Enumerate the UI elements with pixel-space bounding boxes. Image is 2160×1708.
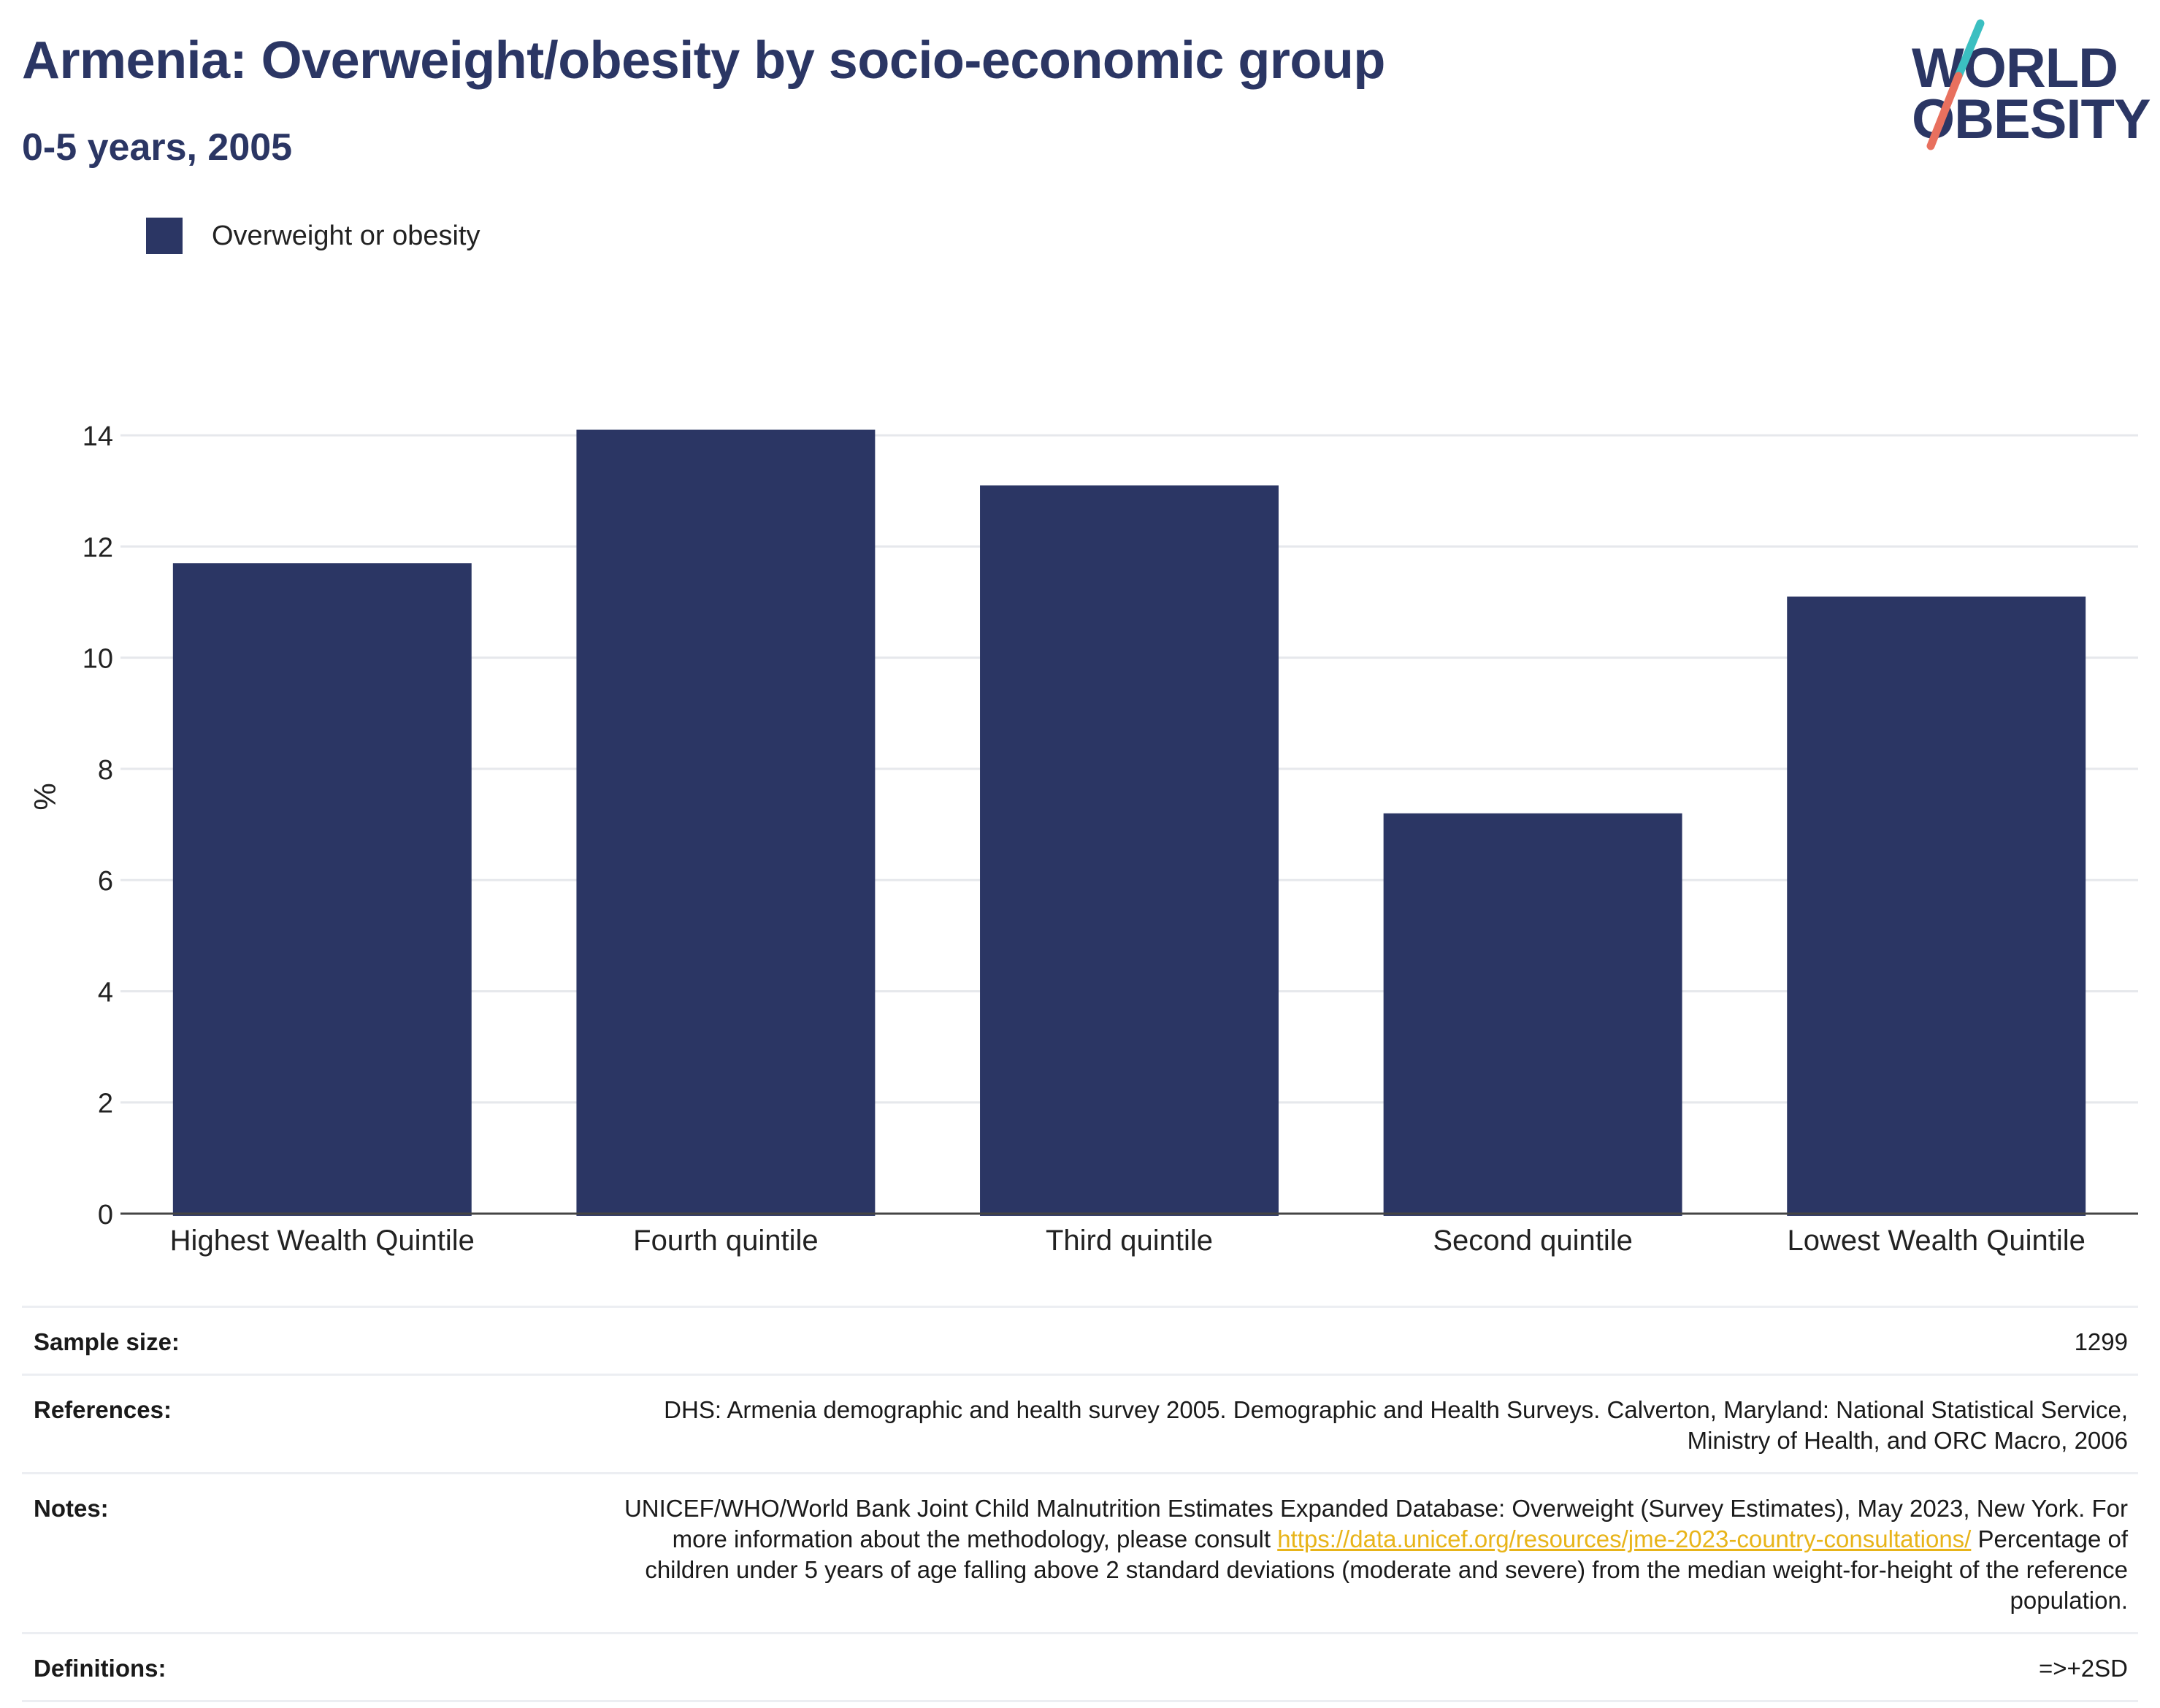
bar: [576, 429, 876, 1216]
logo-slash-icon: [1926, 19, 1985, 150]
info-row-definitions: Definitions: =>+2SD: [22, 1634, 2138, 1702]
info-row-references: References: DHS: Armenia demographic and…: [22, 1376, 2138, 1474]
y-tick-label: 4: [98, 977, 113, 1008]
y-tick-label: 2: [98, 1089, 113, 1119]
info-key-notes: Notes:: [34, 1495, 109, 1522]
y-tick-label: 0: [98, 1200, 113, 1230]
y-tick-label: 10: [83, 644, 113, 675]
info-row-notes: Notes: UNICEF/WHO/World Bank Joint Child…: [22, 1474, 2138, 1634]
y-tick-label: 6: [98, 866, 113, 897]
bar: [1787, 596, 2086, 1216]
chart-subtitle: 0-5 years, 2005: [22, 126, 293, 169]
bar: [980, 485, 1279, 1216]
y-tick-label: 14: [83, 421, 113, 452]
chart-title: Armenia: Overweight/obesity by socio-eco…: [22, 31, 1385, 90]
logo-word-world: WORLD: [1912, 37, 2118, 99]
world-obesity-logo[interactable]: WORLD OBESITY: [1899, 16, 2151, 155]
info-key-definitions: Definitions:: [34, 1655, 166, 1682]
info-value-definitions: =>+2SD: [2038, 1655, 2128, 1682]
notes-text-after: Percentage of children under 5 years of …: [645, 1525, 2128, 1614]
x-tick-label: Fourth quintile: [633, 1225, 818, 1257]
x-tick-label: Lowest Wealth Quintile: [1788, 1225, 2086, 1257]
methodology-link[interactable]: https://data.unicef.org/resources/jme-20…: [1277, 1525, 1972, 1552]
x-tick-label: Second quintile: [1433, 1225, 1633, 1257]
info-row-sample-size: Sample size: 1299: [22, 1308, 2138, 1376]
info-value-sample-size: 1299: [2074, 1328, 2128, 1355]
info-value-notes: UNICEF/WHO/World Bank Joint Child Malnut…: [594, 1493, 2128, 1616]
y-axis-label: %: [28, 783, 62, 810]
y-tick-label: 8: [98, 755, 113, 786]
notes-text-before: UNICEF/WHO/World Bank Joint Child Malnut…: [624, 1495, 2128, 1552]
bar: [1383, 813, 1682, 1216]
info-key-sample-size: Sample size:: [34, 1328, 180, 1355]
legend-label: Overweight or obesity: [212, 220, 480, 251]
bar-chart: 0 2 4 6 8 10 12 14 Highest Wealth Quintile Fourth…: [28, 421, 2138, 1257]
bar: [172, 563, 472, 1216]
y-tick-label: 12: [83, 532, 113, 563]
chart-info-table: Sample size: 1299 References: DHS: Armen…: [22, 1306, 2138, 1702]
legend-swatch: [146, 218, 183, 254]
info-key-references: References:: [34, 1396, 172, 1423]
x-tick-label: Highest Wealth Quintile: [170, 1225, 475, 1257]
info-value-references: DHS: Armenia demographic and health surv…: [664, 1396, 2128, 1454]
chart-legend: Overweight or obesity: [146, 218, 480, 254]
x-tick-label: Third quintile: [1046, 1225, 1213, 1257]
